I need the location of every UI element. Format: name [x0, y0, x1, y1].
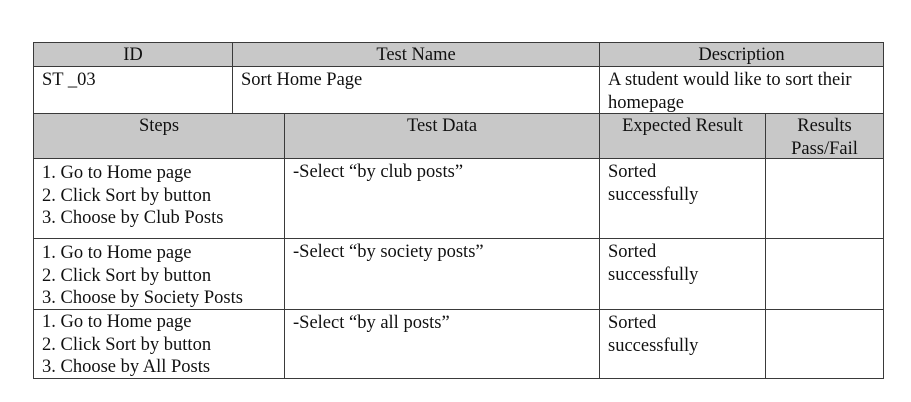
row-2-result: [765, 238, 884, 310]
row-1-steps: 1. Go to Home page 2. Click Sort by butt…: [33, 158, 285, 239]
test-id-cell: ST _03: [33, 66, 233, 114]
row-3-test-data: -Select “by all posts”: [284, 309, 600, 379]
row-3-steps: 1. Go to Home page 2. Click Sort by butt…: [33, 309, 285, 379]
row-2-steps: 1. Go to Home page 2. Click Sort by butt…: [33, 238, 285, 310]
test-name-header: Test Name: [232, 42, 600, 67]
description-header: Description: [599, 42, 884, 67]
description-cell: A student would like to sort their homep…: [599, 66, 884, 114]
row-1-result: [765, 158, 884, 239]
test-data-header: Test Data: [284, 113, 600, 159]
expected-result-header: Expected Result: [599, 113, 766, 159]
id-header: ID: [33, 42, 233, 67]
row-2-test-data: -Select “by society posts”: [284, 238, 600, 310]
test-name-cell: Sort Home Page: [232, 66, 600, 114]
results-pass-fail-header: Results Pass/Fail: [765, 113, 884, 159]
steps-header: Steps: [33, 113, 285, 159]
row-1-expected-result: Sorted successfully: [599, 158, 766, 239]
row-2-expected-result: Sorted successfully: [599, 238, 766, 310]
row-3-expected-result: Sorted successfully: [599, 309, 766, 379]
row-1-test-data: -Select “by club posts”: [284, 158, 600, 239]
row-3-result: [765, 309, 884, 379]
